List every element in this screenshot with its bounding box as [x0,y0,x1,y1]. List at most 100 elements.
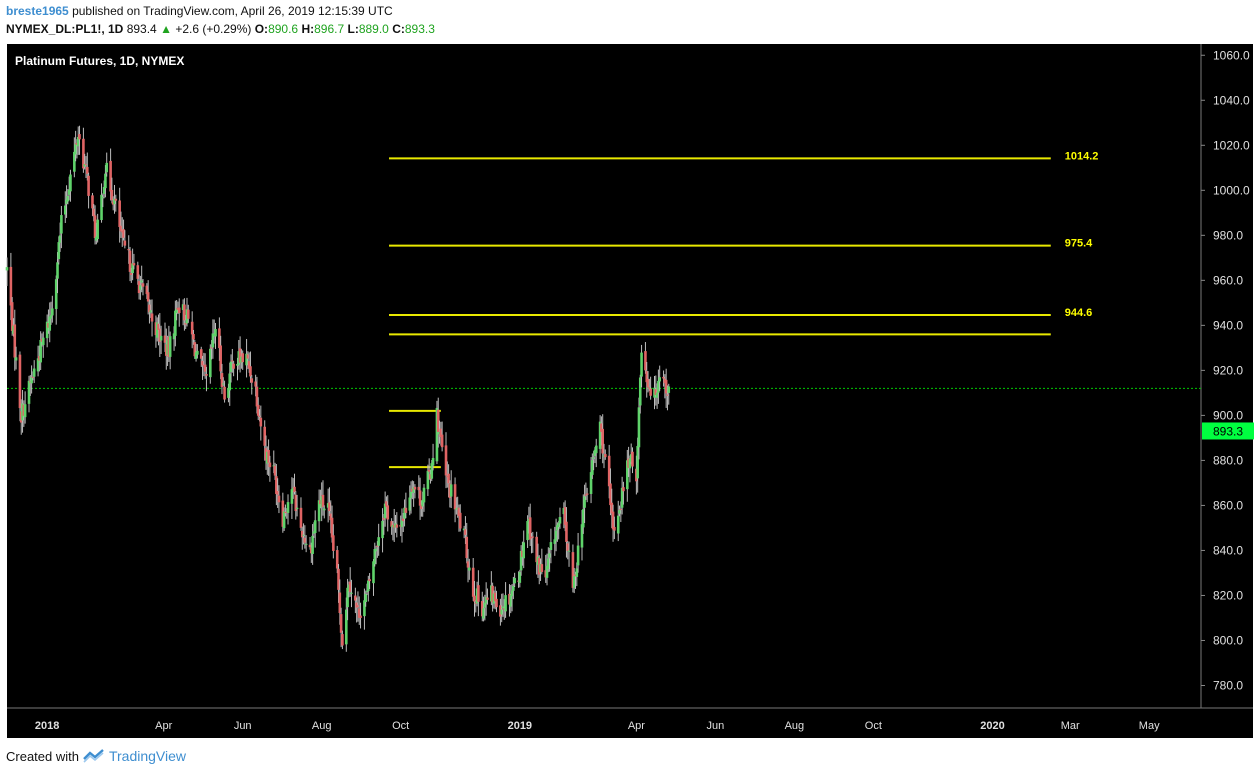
candle-body [620,487,624,508]
candle-body [421,500,424,507]
y-tick-label: 960.0 [1213,273,1243,287]
candle-body [132,263,136,266]
candle-body [184,323,188,325]
x-tick-label: 2018 [35,720,59,732]
candle-body [330,517,334,538]
author-name[interactable]: breste1965 [6,4,69,18]
candle-body [484,596,488,604]
candle-body [275,476,278,494]
chart-title: Platinum Futures, 1D, NYMEX [15,54,184,68]
candle-body [646,378,650,388]
candle-body [575,568,579,577]
candle-body [458,512,462,529]
candle-body [92,208,96,217]
candle-body [91,195,94,209]
candle-body [495,598,498,608]
y-tick-label: 940.0 [1213,318,1243,332]
candle-body [556,525,559,531]
candle-body [85,166,89,174]
candle-body [14,357,18,361]
candle-body [293,486,296,492]
candle-body [177,307,181,314]
x-tick-label: Apr [628,720,645,732]
time-axis[interactable] [7,708,1253,738]
candle-body [468,567,471,571]
price-axis[interactable] [1201,44,1253,708]
candle-body [667,386,671,393]
candle-body [249,366,252,377]
candle-body [174,310,177,336]
candle-body [603,454,607,458]
candle-body [436,409,440,432]
candle-body [409,491,413,498]
candle-body [286,502,290,513]
candle-body [277,495,281,503]
candle-body [486,597,489,600]
candle-body [172,333,176,340]
candle-body [122,229,125,238]
publish-info: breste1965 published on TradingView.com,… [6,4,393,18]
candle-body [84,164,88,166]
candle-body [528,517,532,540]
candle-body [572,576,576,588]
candle-body [57,242,61,260]
candle-body [130,272,133,275]
candle-body [194,352,198,359]
candle-body [403,507,406,519]
candle-body [157,323,160,330]
candle-body [522,542,526,559]
y-axis-labels: 1060.0 1040.0 1020.0 1000.0 980.0 960.0 940.0 9… [1201,48,1250,692]
candle-body [413,486,417,490]
candle-body [530,536,533,539]
candle-body [268,462,272,468]
candle-body [93,215,97,239]
candle-body [36,358,40,372]
price-change: +2.6 (+0.29%) [175,22,252,36]
candle-body [426,470,430,490]
candle-body [519,550,523,571]
created-with-text: Created with [6,748,79,764]
candle-body [308,544,312,548]
candle-body [364,593,368,603]
candle-body [477,585,480,602]
candle-body [435,407,439,462]
candle-body [18,354,22,409]
candle-body [187,309,190,319]
candle-body [645,371,649,383]
candle-body [376,545,379,547]
candle-body [223,386,226,400]
plot-area[interactable] [7,44,1201,708]
candle-body [655,392,659,398]
candle-body [427,469,431,472]
candle-body [348,581,352,592]
candle-body [69,174,72,192]
candle-body [584,494,588,496]
candle-body [245,353,248,366]
candle-body [183,304,186,321]
candle-body [526,521,529,541]
candle-body [636,445,639,479]
level-label: 1014.2 [1065,150,1099,162]
candle-body [139,285,142,290]
candle-body [199,349,203,359]
candle-body [203,364,207,372]
candle-body [109,160,112,192]
candle-body [329,513,333,521]
candle-body [218,328,221,349]
x-tick-label: Apr [155,720,172,732]
candle-body [549,542,553,551]
candle-body [74,144,77,155]
x-tick-label: 2020 [980,720,1004,732]
candle-body [466,561,470,568]
candle-body [110,189,114,201]
candle-body [571,552,575,588]
tradingview-link[interactable]: TradingView [108,748,187,764]
levels-layer: 1014.2 975.4 944.6 893.3 [7,150,1254,469]
candle-body [395,524,399,528]
price-chart[interactable]: 1014.2 975.4 944.6 893.3 1060.0 1040.0 1020.0… [0,0,1260,745]
candle-body [464,529,467,535]
candle-body [657,380,660,393]
candle-body [619,509,623,511]
candle-body [471,567,475,597]
last-price-tag [1202,422,1254,440]
